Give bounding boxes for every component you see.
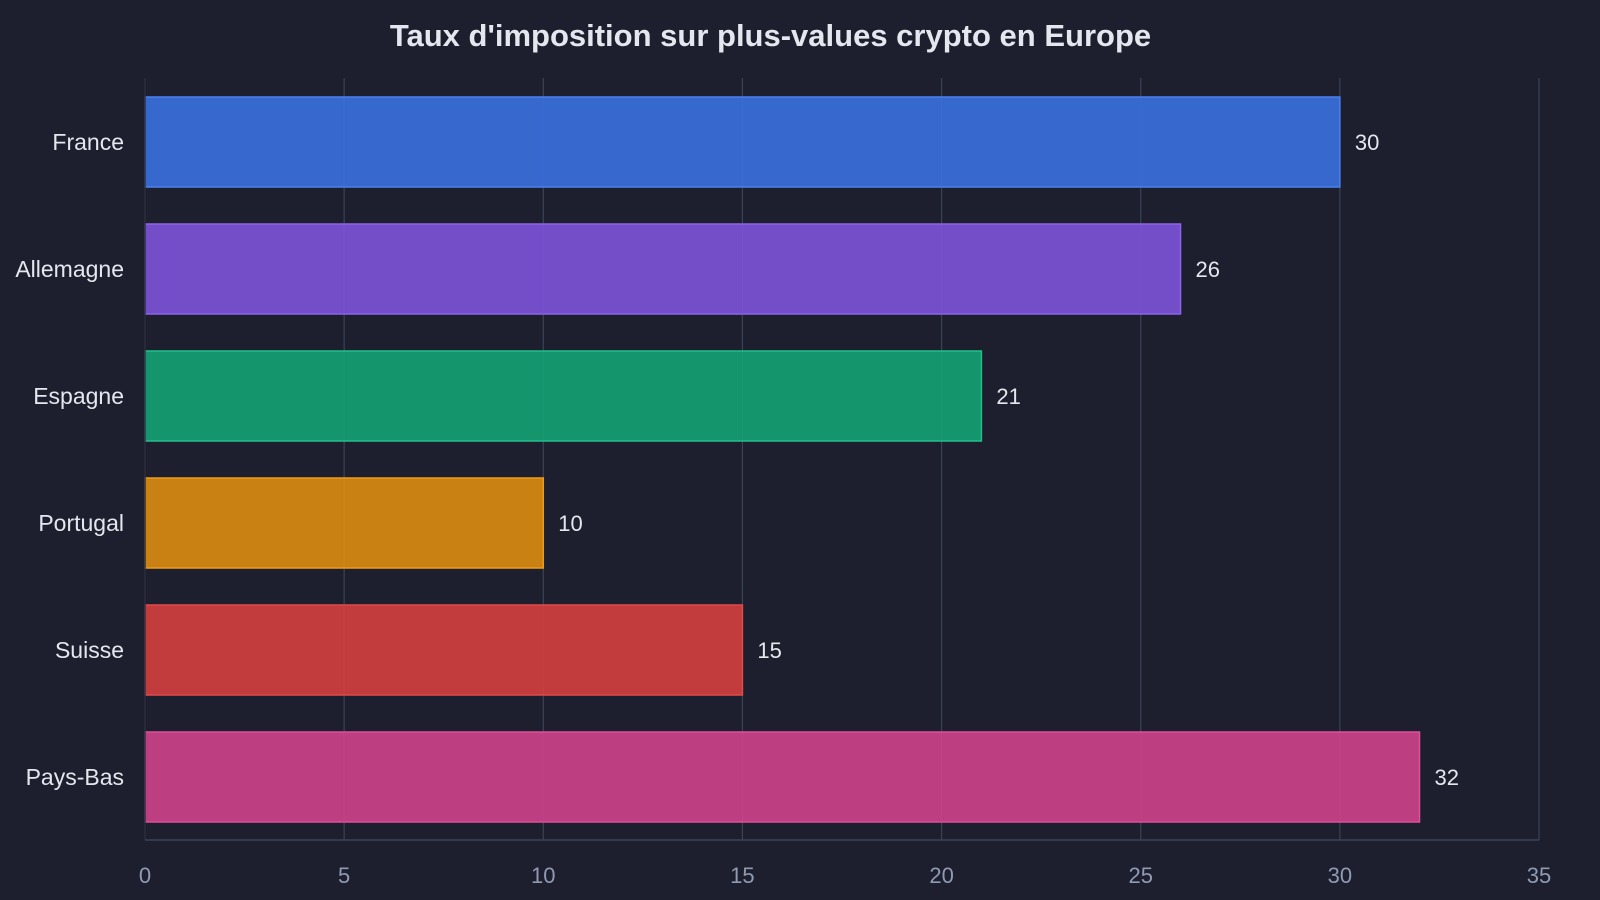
value-label: 32 (1435, 765, 1459, 790)
bar-suisse[interactable] (144, 604, 744, 696)
value-label: 21 (996, 384, 1020, 409)
x-tick-label: 20 (929, 863, 953, 888)
bar-pays-bas[interactable] (144, 731, 1421, 823)
bar-france[interactable] (144, 96, 1341, 188)
grid-lines (343, 78, 1540, 840)
x-tick-label: 0 (139, 863, 151, 888)
category-label: France (52, 129, 124, 155)
bar-espagne[interactable] (144, 350, 983, 442)
x-tick-label: 5 (338, 863, 350, 888)
x-tick-label: 35 (1527, 863, 1551, 888)
labels: 0 5 10 15 20 25 30 35 France 30 Allemagne 26 Espagne… (15, 129, 1551, 888)
value-label: 30 (1355, 130, 1379, 155)
value-label: 15 (757, 638, 781, 663)
bar-portugal[interactable] (144, 477, 545, 569)
value-label: 10 (558, 511, 582, 536)
bar-allemagne[interactable] (144, 223, 1182, 315)
category-label: Allemagne (15, 256, 124, 282)
bars (144, 96, 1421, 823)
category-label: Pays-Bas (26, 764, 124, 790)
value-label: 26 (1196, 257, 1220, 282)
category-label: Portugal (38, 510, 124, 536)
x-tick-label: 10 (531, 863, 555, 888)
x-tick-label: 25 (1128, 863, 1152, 888)
chart-title: Taux d'imposition sur plus-values crypto… (389, 18, 1152, 53)
category-label: Espagne (33, 383, 124, 409)
axes (144, 78, 1539, 841)
x-tick-label: 15 (730, 863, 754, 888)
category-label: Suisse (55, 637, 124, 663)
x-tick-label: 30 (1328, 863, 1352, 888)
